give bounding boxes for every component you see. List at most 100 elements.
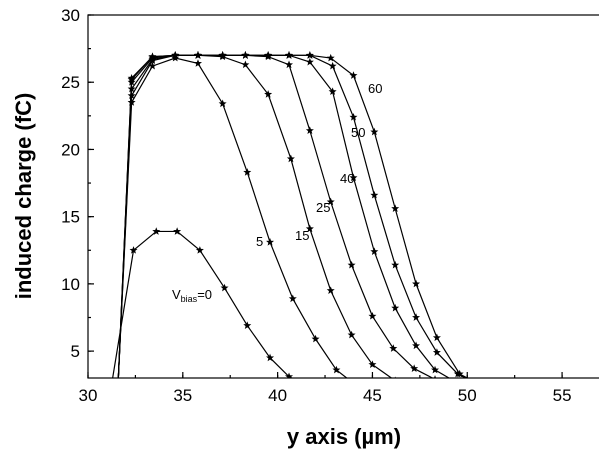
data-point-marker (218, 99, 227, 108)
series-line (112, 230, 294, 378)
data-point-marker (285, 51, 293, 59)
series-label-suffix: =0 (197, 287, 212, 302)
data-point-marker (432, 348, 441, 356)
data-point-marker (129, 246, 138, 254)
series-label: 25 (316, 200, 330, 215)
data-point-marker (305, 224, 314, 233)
data-point-marker (389, 344, 398, 352)
data-point-marker (326, 286, 335, 295)
data-point-marker (305, 126, 314, 135)
x-tick-label: 30 (79, 386, 98, 405)
data-point-marker (148, 61, 157, 70)
data-point-marker (328, 87, 337, 96)
y-tick-label: 5 (71, 342, 80, 361)
data-point-marker (285, 60, 293, 69)
data-point-marker (455, 377, 456, 378)
data-point-marker (171, 51, 180, 59)
y-tick-label: 15 (61, 208, 80, 227)
x-tick-label: 45 (363, 386, 382, 405)
data-point-marker (431, 365, 440, 374)
series-line (117, 57, 348, 378)
data-point-marker (368, 311, 377, 320)
data-point-marker (266, 238, 275, 246)
y-tick-label: 10 (61, 275, 80, 294)
series-label-sub: bias (181, 294, 198, 304)
data-point-marker (391, 303, 400, 312)
data-point-marker (288, 294, 297, 303)
data-point-marker (127, 73, 136, 82)
plot-area (112, 51, 475, 389)
data-point-marker (326, 197, 335, 206)
data-point-marker (243, 321, 252, 329)
data-point-marker (391, 260, 400, 269)
data-point-marker (285, 372, 293, 378)
data-point-marker (349, 112, 358, 121)
data-point-marker (286, 154, 295, 163)
data-point-marker (300, 377, 301, 378)
series-line (117, 54, 434, 378)
data-point-marker (474, 377, 475, 378)
series-label-main: V (172, 287, 181, 302)
data-point-marker (332, 365, 341, 374)
data-point-marker (368, 360, 377, 368)
data-point-marker (370, 127, 379, 136)
data-point-marker (349, 71, 358, 79)
data-point-marker (370, 190, 379, 199)
series-line (117, 54, 467, 378)
data-point-marker (412, 341, 421, 350)
data-point-marker (349, 173, 358, 182)
data-point-marker (326, 53, 335, 62)
data-point-marker (472, 377, 474, 378)
data-point-marker (305, 57, 314, 66)
data-point-marker (193, 59, 202, 67)
data-point-marker (410, 364, 419, 372)
data-point-marker (431, 375, 439, 378)
data-point-marker (241, 60, 250, 69)
data-point-marker (264, 51, 273, 59)
data-point-marker (305, 51, 314, 59)
y-tick-label: 20 (61, 140, 80, 159)
data-point-marker (241, 51, 250, 59)
y-axis-title: induced charge (fC) (11, 93, 36, 300)
plot-frame (87, 14, 599, 379)
y-tick-label: 30 (61, 6, 80, 25)
series-label: 5 (256, 234, 263, 249)
data-point-marker (328, 61, 337, 70)
series-line (117, 54, 451, 378)
data-point-marker (173, 227, 182, 235)
data-point-marker (455, 369, 464, 378)
series-label: 60 (368, 81, 382, 96)
series-line (117, 54, 469, 378)
data-point-marker (152, 227, 161, 235)
x-tick-label: 35 (173, 386, 192, 405)
data-point-marker (412, 313, 421, 321)
x-tick-label: 40 (268, 386, 287, 405)
series-label: 15 (295, 228, 309, 243)
series-label: Vbias=0 (172, 287, 212, 304)
series-label: 50 (351, 125, 365, 140)
data-point-marker (351, 381, 359, 389)
data-point-marker (171, 53, 180, 62)
x-axis-title: y axis (µm) (287, 424, 401, 449)
data-point-marker (311, 334, 320, 343)
series-line (117, 54, 393, 378)
data-point-marker (220, 283, 229, 292)
data-point-marker (412, 279, 421, 288)
data-point-marker (193, 51, 202, 59)
series-label: 40 (340, 171, 354, 186)
data-point-marker (432, 333, 441, 342)
data-point-marker (218, 51, 227, 59)
data-point-marker (266, 353, 275, 362)
data-point-marker (243, 168, 252, 176)
x-tick-label: 50 (458, 386, 477, 405)
data-point-marker (347, 330, 356, 339)
data-point-marker (195, 246, 204, 254)
data-point-marker (370, 247, 379, 256)
series-labels: Vbias=0 5 15 25 40 50 60 (172, 81, 382, 304)
y-tick-label: 25 (61, 73, 80, 92)
x-tick-label: 55 (553, 386, 572, 405)
data-point-marker (347, 260, 356, 269)
data-point-marker (148, 52, 157, 61)
